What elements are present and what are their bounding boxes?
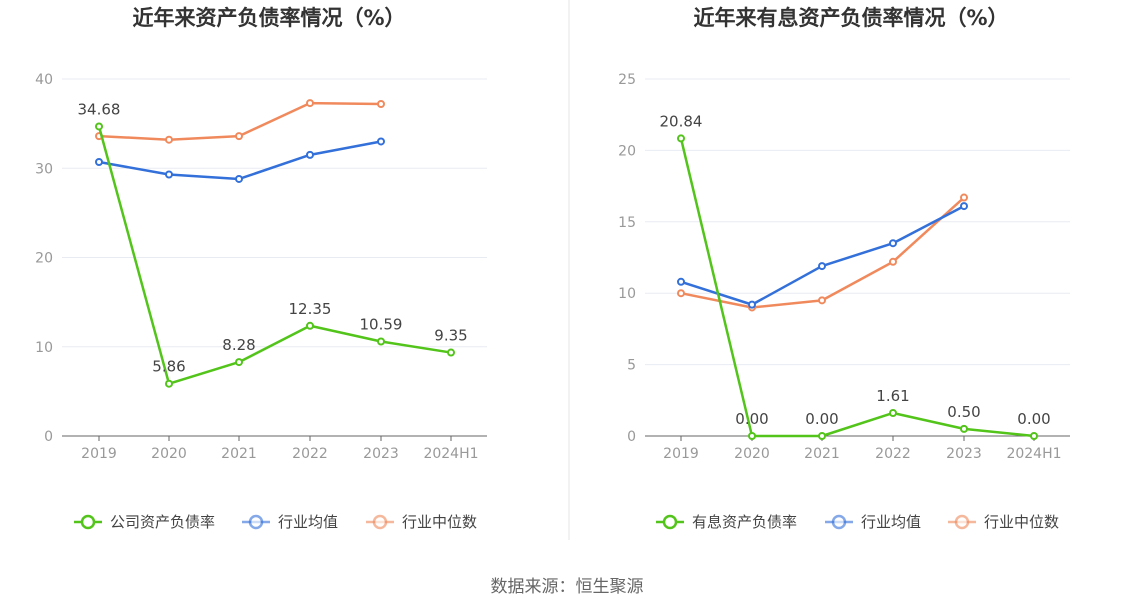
data-point [818, 296, 826, 305]
legend-label: 有息资产负债率 [692, 513, 797, 531]
data-point [677, 134, 685, 143]
legend-marker [372, 514, 388, 530]
data-label: 0.00 [805, 410, 838, 428]
data-label: 5.86 [152, 358, 185, 376]
legend-marker [248, 514, 264, 530]
y-tick-label: 0 [627, 429, 636, 445]
y-tick-label: 20 [618, 143, 636, 159]
data-label: 0.00 [735, 410, 768, 428]
data-point [889, 239, 897, 248]
legend-item-1: 有息资产负债率 [656, 513, 797, 531]
data-point [306, 321, 314, 330]
x-tick-label: 2021 [221, 446, 257, 462]
data-label: 12.35 [289, 300, 332, 318]
y-tick-label: 30 [35, 161, 53, 177]
data-point [677, 289, 685, 298]
data-point [960, 202, 968, 211]
x-tick-label: 2023 [363, 446, 399, 462]
chart-title: 近年来资产负债率情况（%） [132, 6, 405, 30]
data-source-text: 数据来源：恒生聚源 [491, 577, 644, 597]
legend-label: 行业中位数 [984, 513, 1059, 531]
data-point [748, 300, 756, 309]
y-tick-label: 0 [44, 429, 53, 445]
chart-panel-1: 近年来资产负债率情况（%） 0 10 20 30 40 2019 2020 2021 2022 20… [35, 6, 487, 531]
data-point [960, 424, 968, 433]
x-tick-label: 2019 [81, 446, 117, 462]
data-point [889, 257, 897, 266]
series-line-3 [680, 196, 965, 309]
data-label: 20.84 [660, 112, 703, 130]
series-line-1 [97, 126, 452, 385]
chart-title: 近年来有息资产负债率情况（%） [693, 6, 1008, 30]
x-tick-label: 2024H1 [1006, 446, 1061, 462]
series-line-2 [680, 204, 965, 306]
data-point [95, 158, 103, 167]
y-tick-label: 15 [618, 215, 636, 231]
series-line-2 [98, 140, 382, 181]
series-line-1 [679, 138, 1035, 438]
y-tick-label: 5 [627, 358, 636, 374]
x-tick-label: 2020 [151, 446, 187, 462]
data-point [235, 132, 243, 141]
x-tick-label: 2023 [946, 446, 982, 462]
y-tick-label: 20 [35, 251, 53, 267]
data-point [1030, 432, 1038, 440]
legend-marker [954, 514, 970, 530]
legend-label: 行业均值 [861, 513, 921, 531]
data-label: 0.50 [947, 403, 980, 421]
legend-item-3: 行业中位数 [948, 513, 1059, 531]
x-tick-label: 2019 [663, 446, 699, 462]
data-label: 34.68 [78, 100, 121, 118]
data-point [165, 135, 173, 144]
data-point [306, 99, 314, 108]
legend-marker [662, 514, 678, 530]
data-label: 9.35 [434, 327, 467, 345]
legend-label: 公司资产负债率 [110, 513, 215, 531]
data-point [748, 432, 756, 440]
data-label: 0.00 [1017, 410, 1050, 428]
legend-item-2: 行业均值 [242, 513, 338, 531]
y-tick-label: 10 [618, 286, 636, 302]
data-point [377, 137, 385, 146]
legend-label: 行业均值 [278, 513, 338, 531]
legend-marker [831, 514, 847, 530]
y-tick-label: 40 [35, 72, 53, 88]
data-point [818, 432, 826, 440]
legend-item-2: 行业均值 [825, 513, 921, 531]
legend-marker [80, 514, 96, 530]
data-label: 8.28 [222, 336, 255, 354]
y-tick-label: 10 [35, 340, 53, 356]
data-point [377, 337, 385, 346]
x-tick-label: 2021 [804, 446, 840, 462]
data-point [960, 193, 968, 202]
y-tick-label: 25 [618, 72, 636, 88]
legend-item-3: 行业中位数 [366, 513, 477, 531]
legend-item-1: 公司资产负债率 [74, 513, 215, 531]
data-point [447, 348, 455, 357]
data-point [677, 277, 685, 286]
data-point [235, 358, 243, 367]
data-point [377, 99, 385, 108]
x-tick-label: 2022 [875, 446, 911, 462]
x-tick-label: 2024H1 [423, 446, 478, 462]
data-point [306, 150, 314, 159]
data-point [889, 409, 897, 418]
data-point [818, 262, 826, 271]
data-point [165, 170, 173, 179]
x-tick-label: 2020 [734, 446, 770, 462]
data-label: 1.61 [876, 387, 909, 405]
x-tick-label: 2022 [292, 446, 328, 462]
data-point [165, 379, 173, 388]
data-label: 10.59 [360, 315, 403, 333]
data-point [95, 122, 103, 131]
data-point [235, 174, 243, 183]
chart-panel-2: 近年来有息资产负债率情况（%） 0 5 10 15 20 25 2019 2020 2021 202… [618, 6, 1070, 531]
legend-label: 行业中位数 [402, 513, 477, 531]
